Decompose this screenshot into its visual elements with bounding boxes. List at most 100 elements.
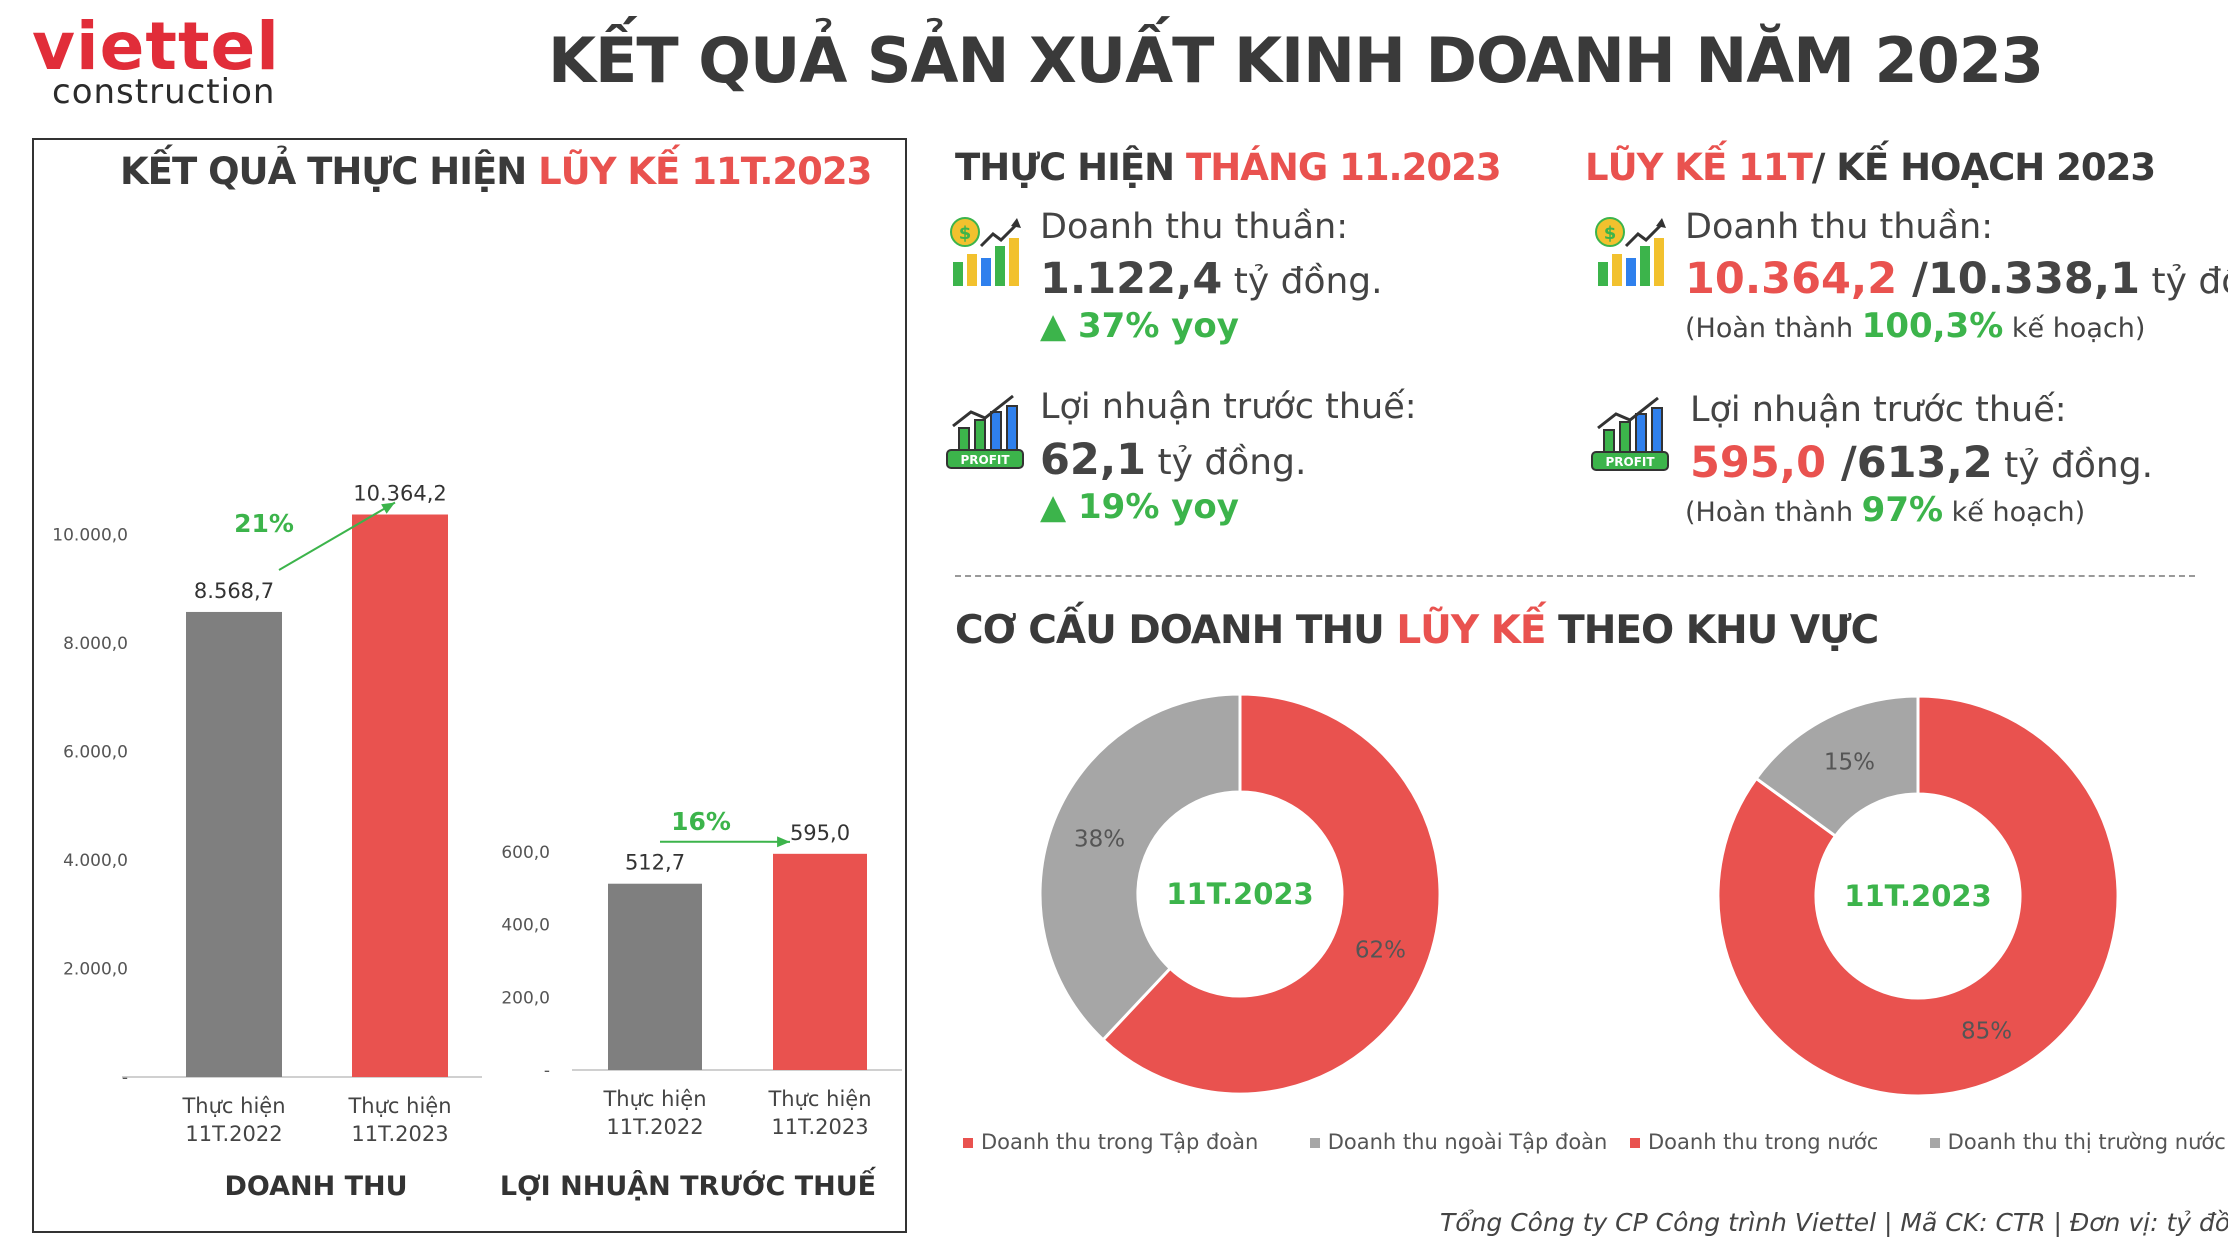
plan-revenue-note-pre: (Hoàn thành (1685, 313, 1862, 344)
monthly-revenue-yoy: ▲ 37% yoy (1040, 306, 1239, 346)
y-tick-label: 8.000,0 (63, 634, 128, 654)
bar-charts: - 2.000,0 4.000,0 6.000,0 8.000,0 10.000,0 8.5… (52, 482, 902, 1202)
legend-swatch (963, 1138, 973, 1148)
monthly-title: THỰC HIỆN THÁNG 11.2023 (955, 146, 1502, 189)
x-tick-label: Thực hiện (181, 1094, 285, 1118)
profit-icon-label: PROFIT (1605, 455, 1655, 469)
monthly-profit-number: 62,1 (1040, 435, 1147, 485)
legend-swatch (1309, 1138, 1320, 1148)
plan-revenue-plan: /10.338,1 (1897, 254, 2141, 304)
plan-revenue-value: 10.364,2 /10.338,1 tỷ đồng. (1685, 254, 2228, 304)
slice-label: 38% (1074, 826, 1125, 852)
structure-title-part3: THEO KHU VỰC (1545, 608, 1879, 653)
plan-profit-note: (Hoàn thành 97% kế hoạch) (1685, 490, 2085, 530)
left-panel-title-part2: LŨY KẾ 11T.2023 (538, 150, 872, 193)
svg-text:$: $ (1604, 223, 1617, 244)
y-tick-label: 400,0 (501, 916, 550, 936)
plan-profit-label: Lợi nhuận trước thuế: (1690, 390, 2067, 430)
monthly-profit-value: 62,1 tỷ đồng. (1040, 435, 1306, 485)
plan-profit-note-post: kế hoạch) (1943, 497, 2086, 528)
donut-slice (1100, 692, 1442, 1096)
plan-profit-value: 595,0 /613,2 tỷ đồng. (1690, 438, 2153, 488)
revenue-bar-chart: - 2.000,0 4.000,0 6.000,0 8.000,0 10.000,0 8.5… (52, 482, 482, 1202)
monthly-revenue-yoy-value: 37% yoy (1078, 306, 1239, 346)
slice-label: 62% (1355, 938, 1406, 964)
monthly-revenue-label: Doanh thu thuần: (1040, 207, 1349, 247)
y-tick-label: - (122, 1068, 128, 1088)
bar (352, 514, 448, 1077)
x-tick-label: 11T.2023 (771, 1115, 868, 1139)
legend-label: Doanh thu trong Tập đoàn (981, 1130, 1259, 1154)
slice-label: 15% (1824, 749, 1875, 775)
monthly-revenue-value: 1.122,4 tỷ đồng. (1040, 254, 1383, 304)
plan-revenue-actual: 10.364,2 (1685, 254, 1898, 304)
plan-profit-note-pct: 97% (1861, 490, 1944, 530)
up-triangle-icon: ▲ (1040, 487, 1067, 527)
plan-title-part2: / KẾ HOẠCH 2023 (1811, 146, 2156, 189)
legend-label: Doanh thu trong nước (1648, 1130, 1879, 1154)
monthly-revenue-unit: tỷ đồng. (1222, 261, 1383, 302)
growth-arrow (278, 501, 396, 571)
structure-title-part2: LŨY KẾ (1396, 608, 1546, 653)
bar (186, 611, 282, 1077)
revenue-growth-icon: $ (1595, 217, 1666, 286)
x-tick-label: Thực hiện (347, 1094, 451, 1118)
page-title: KẾT QUẢ SẢN XUẤT KINH DOANH NĂM 2023 (548, 24, 2044, 97)
legend-item-group-external: Doanh thu ngoài Tập đoàn (1309, 1130, 1607, 1154)
bar (608, 883, 702, 1070)
profit-bar-chart: - 200,0 400,0 600,0 512,7 Thực hiện 11T.2022 59… (500, 807, 902, 1202)
monthly-title-part2: THÁNG 11.2023 (1186, 146, 1502, 189)
left-panel-title: KẾT QUẢ THỰC HIỆN LŨY KẾ 11T.2023 (120, 150, 872, 193)
viettel-logo: viettel (32, 8, 280, 85)
monthly-profit-yoy: ▲ 19% yoy (1040, 487, 1239, 527)
data-label: 10.364,2 (353, 482, 447, 506)
profit-chart-icon: PROFIT (1591, 396, 1669, 471)
up-triangle-icon: ▲ (1040, 306, 1067, 346)
donut-chart-group: 62% 38% 11T.2023 (1038, 692, 1442, 1096)
profit-chart-icon: PROFIT (946, 394, 1024, 469)
monthly-profit-unit: tỷ đồng. (1146, 442, 1307, 483)
donut-chart-market: 85% 15% 11T.2023 (1716, 694, 2120, 1098)
x-tick-label: 11T.2022 (606, 1115, 703, 1139)
y-tick-label: 2.000,0 (63, 959, 128, 979)
donut-slice (1038, 692, 1242, 1042)
plan-title-part1: LŨY KẾ 11T (1585, 146, 1813, 189)
legend-item-domestic: Doanh thu trong nước (1630, 1130, 1878, 1154)
donut-slice (1716, 694, 2120, 1098)
plan-revenue-note-post: kế hoạch) (2003, 313, 2146, 344)
bar (773, 853, 867, 1070)
plan-profit-unit: tỷ đồng. (1992, 445, 2154, 486)
chart-xlabel: LỢI NHUẬN TRƯỚC THUẾ (500, 1167, 877, 1202)
data-label: 595,0 (790, 821, 850, 845)
svg-text:$: $ (959, 223, 972, 244)
donut1-legend: Doanh thu trong Tập đoàn Doanh thu ngoài… (963, 1130, 1607, 1154)
x-tick-label: 11T.2023 (351, 1122, 448, 1146)
data-label: 512,7 (625, 851, 685, 875)
x-tick-label: 11T.2022 (185, 1122, 282, 1146)
growth-arrow-head (777, 836, 790, 848)
footer-note: Tổng Công ty CP Công trình Viettel | Mã … (1440, 1208, 2228, 1237)
legend-item-foreign: Doanh thu thị trường nước ngoài (1929, 1130, 2228, 1154)
legend-swatch (1929, 1138, 1940, 1148)
section-divider (955, 575, 2195, 577)
monthly-profit-label: Lợi nhuận trước thuế: (1040, 387, 1417, 427)
y-tick-label: 200,0 (501, 988, 550, 1008)
plan-revenue-unit: tỷ đồng. (2151, 261, 2228, 302)
monthly-profit-yoy-value: 19% yoy (1078, 487, 1239, 527)
structure-title-part1: CƠ CẤU DOANH THU (955, 608, 1397, 653)
data-label: 8.568,7 (194, 579, 274, 603)
monthly-revenue-number: 1.122,4 (1040, 254, 1223, 304)
donut-slice (1754, 694, 1920, 839)
slice-label: 85% (1961, 1019, 2012, 1045)
monthly-title-part1: THỰC HIỆN (955, 146, 1187, 189)
plan-title: LŨY KẾ 11T/ KẾ HOẠCH 2023 (1585, 146, 2156, 189)
plan-profit-plan: /613,2 (1826, 438, 1993, 488)
x-tick-label: Thực hiện (602, 1087, 706, 1111)
donut2-legend: Doanh thu trong nước Doanh thu thị trườn… (1630, 1130, 2228, 1154)
construction-logo-text: construction (52, 72, 276, 112)
y-tick-label: 10.000,0 (52, 525, 128, 545)
plan-profit-note-pre: (Hoàn thành (1685, 497, 1862, 528)
plan-revenue-note-pct: 100,3% (1861, 306, 2004, 346)
plan-revenue-note: (Hoàn thành 100,3% kế hoạch) (1685, 306, 2145, 346)
legend-swatch (1630, 1138, 1640, 1148)
